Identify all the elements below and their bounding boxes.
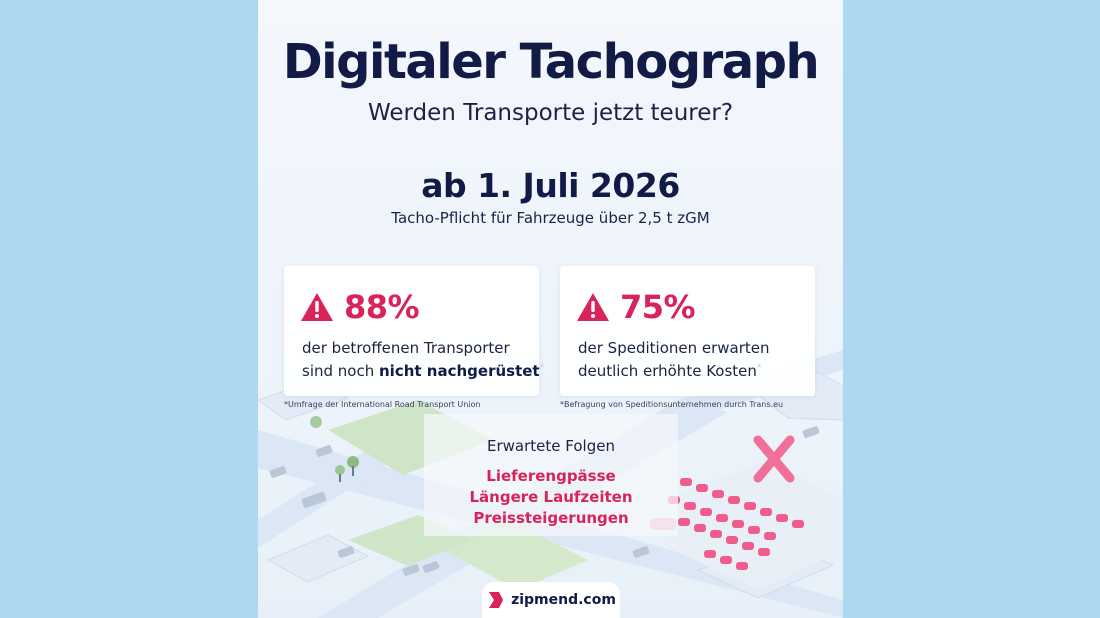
stat-line-1: der Speditionen erwarten: [578, 339, 770, 357]
stat-headline: 88%: [300, 288, 420, 326]
page-title: Digitaler Tachograph: [282, 34, 820, 90]
zipmend-logo-icon: [489, 592, 504, 608]
deadline-date: ab 1. Juli 2026: [421, 166, 680, 205]
footnote-marker: *: [756, 363, 762, 373]
warning-triangle-icon: [301, 293, 333, 321]
deadline-requirement: Tacho-Pflicht für Fahrzeuge über 2,5 t z…: [391, 209, 710, 227]
stat-source: *Umfrage der International Road Transpor…: [284, 400, 481, 409]
brand-badge[interactable]: zipmend.com: [482, 582, 620, 618]
stat-description: der betroffenen Transporter sind noch ni…: [302, 338, 544, 381]
effects-title: Erwartete Folgen: [487, 437, 615, 455]
list-item: Lieferengpässe: [486, 467, 616, 485]
warning-triangle-icon: [577, 293, 609, 321]
stat-source: *Befragung von Speditionsunternehmen dur…: [560, 400, 784, 409]
stat-line-2: sind noch: [302, 362, 379, 380]
infographic: Digitaler Tachograph Werden Transporte j…: [258, 0, 843, 618]
stat-line-1: der betroffenen Transporter: [302, 339, 510, 357]
stat-value: 88%: [344, 288, 420, 326]
list-item: Preissteigerungen: [473, 509, 629, 527]
vehicles: [269, 426, 820, 576]
list-item: Längere Laufzeiten: [469, 488, 633, 506]
cross-mark-icon: [753, 435, 795, 483]
effects-list: Lieferengpässe Längere Laufzeiten Preiss…: [424, 466, 678, 529]
stat-line-2: deutlich erhöhte Kosten: [578, 362, 757, 380]
page-subtitle: Werden Transporte jetzt teurer?: [367, 100, 734, 126]
stat-emphasis: nicht nachgerüstet: [379, 362, 540, 380]
stat-description: der Speditionen erwarten deutlich erhöht…: [578, 338, 770, 381]
stat-card-costs: 75% der Speditionen erwarten deutlich er…: [560, 266, 815, 396]
stat-card-retrofit: 88% der betroffenen Transporter sind noc…: [284, 266, 544, 396]
brand-name: zipmend.com: [511, 592, 616, 608]
stat-value: 75%: [620, 288, 696, 326]
parking-lot: [650, 462, 843, 590]
footnote-marker: *: [539, 363, 545, 373]
stat-headline: 75%: [576, 288, 696, 326]
effects-panel: [424, 414, 678, 536]
